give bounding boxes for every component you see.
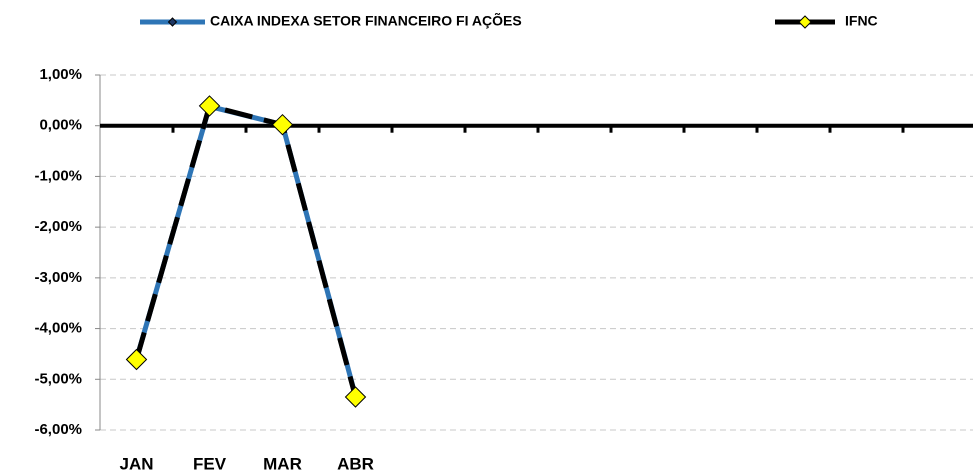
marker — [125, 348, 148, 371]
legend-marker — [798, 15, 812, 29]
x-tick-label: MAR — [263, 454, 302, 473]
legend-marker — [167, 17, 178, 27]
series-line — [134, 102, 358, 398]
y-tick-label: -4,00% — [34, 320, 82, 337]
legend-label: IFNC — [845, 13, 878, 29]
y-tick-label: -1,00% — [34, 167, 82, 184]
y-tick-label: 0,00% — [39, 117, 82, 134]
y-tick-label: -2,00% — [34, 218, 82, 235]
y-tick-label: 1,00% — [39, 66, 82, 83]
x-tick-label: FEV — [193, 454, 227, 473]
y-tick-label: -5,00% — [34, 370, 82, 387]
legend-label: CAIXA INDEXA SETOR FINANCEIRO FI AÇÕES — [210, 12, 522, 29]
y-tick-label: -6,00% — [34, 421, 82, 438]
x-tick-label: JAN — [119, 454, 153, 473]
y-tick-label: -3,00% — [34, 269, 82, 286]
marker — [344, 386, 367, 408]
marker — [198, 95, 221, 117]
x-tick-label: ABR — [337, 454, 374, 473]
marker — [271, 113, 294, 136]
series-line — [134, 103, 358, 397]
